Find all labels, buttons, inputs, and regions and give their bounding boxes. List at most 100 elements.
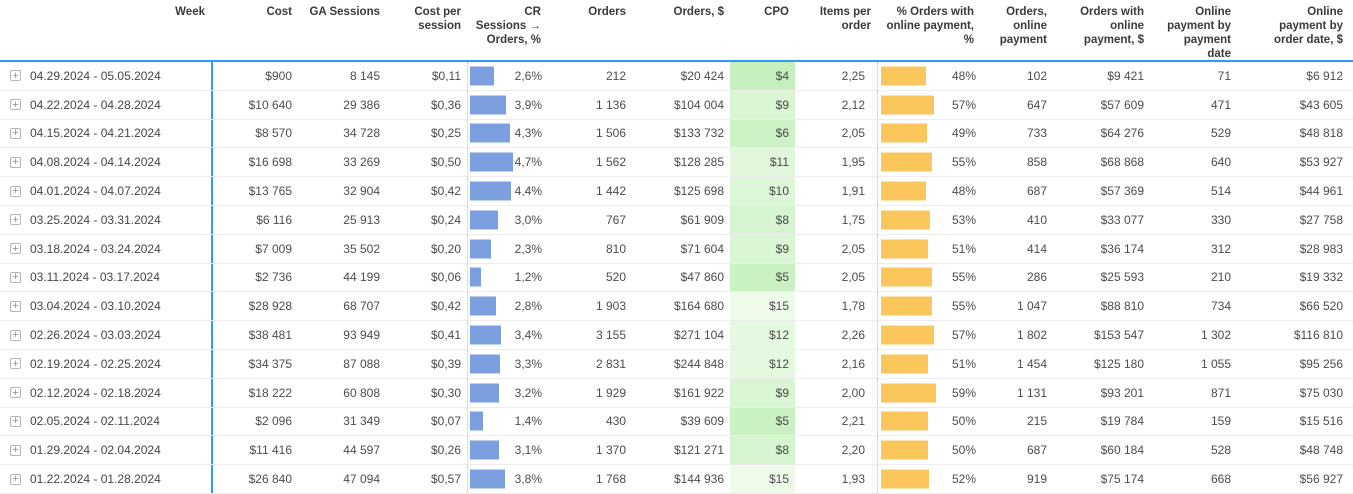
online-payment-bar bbox=[881, 95, 934, 115]
online-pct-label: 53% bbox=[951, 212, 976, 227]
cell-online_by_payment_date: 528 bbox=[1210, 443, 1231, 458]
cell-week: +04.29.2024 - 05.05.2024 bbox=[0, 62, 213, 90]
cell-week: +03.18.2024 - 03.24.2024 bbox=[0, 234, 213, 263]
cr-bar bbox=[470, 123, 510, 143]
cell-orders_usd: $161 922 bbox=[673, 385, 724, 400]
table-row[interactable]: +04.08.2024 - 04.14.2024 $16 698 33 269 $0,… bbox=[0, 148, 1353, 178]
cell-ga_sessions: 34 728 bbox=[343, 126, 380, 141]
cell-orders: 1 929 bbox=[595, 385, 626, 400]
header-row: Week Cost GA Sessions Cost per session CR Se… bbox=[0, 0, 1353, 62]
cr-bar bbox=[470, 383, 500, 403]
expand-button[interactable]: + bbox=[10, 358, 21, 370]
cell-orders_online_usd: $88 810 bbox=[1100, 299, 1144, 314]
cell-pct_online: 51% bbox=[877, 234, 980, 263]
col-header-orders_online[interactable]: Orders, online payment bbox=[999, 6, 1047, 47]
col-header-online_by_payment_date[interactable]: Online payment by payment date bbox=[1167, 6, 1231, 61]
cell-online_by_payment_date: 514 bbox=[1210, 184, 1231, 199]
cell-cost_per_session: $0,39 bbox=[430, 356, 461, 371]
cell-cost: $34 375 bbox=[248, 356, 292, 371]
cell-cost: $7 009 bbox=[255, 241, 292, 256]
week-label: 03.11.2024 - 03.17.2024 bbox=[30, 270, 160, 285]
expand-button[interactable]: + bbox=[10, 185, 21, 197]
online-payment-bar bbox=[881, 123, 927, 143]
cell-cost_per_session: $0,42 bbox=[430, 299, 461, 314]
cell-cost_per_session: $0,20 bbox=[430, 241, 461, 256]
cell-cpo: $9 bbox=[730, 234, 795, 263]
cr-value-label: 4,7% bbox=[514, 155, 542, 170]
expand-button[interactable]: + bbox=[10, 415, 21, 427]
cell-ga_sessions: 44 199 bbox=[343, 270, 380, 285]
col-header-orders[interactable]: Orders bbox=[588, 6, 626, 18]
cell-orders_online: 858 bbox=[1026, 155, 1047, 170]
col-header-items_per_order[interactable]: Items per order bbox=[819, 6, 871, 33]
online-pct-label: 59% bbox=[951, 385, 976, 400]
table-row[interactable]: +04.29.2024 - 05.05.2024 $900 8 145 $0,11 2,… bbox=[0, 62, 1353, 91]
col-header-week[interactable]: Week bbox=[175, 6, 205, 18]
table-row[interactable]: +01.22.2024 - 01.28.2024 $26 840 47 094 $0,… bbox=[0, 465, 1353, 494]
cell-pct_online: 57% bbox=[877, 321, 980, 349]
cell-cost: $11 416 bbox=[249, 443, 293, 458]
cell-cost_per_session: $0,30 bbox=[430, 385, 461, 400]
cell-orders: 767 bbox=[605, 212, 626, 227]
cr-value-label: 3,2% bbox=[514, 385, 542, 400]
cell-cpo: $5 bbox=[730, 263, 795, 292]
cr-bar bbox=[470, 210, 498, 230]
col-header-cost[interactable]: Cost bbox=[266, 6, 292, 18]
cell-orders_online: 1 131 bbox=[1016, 385, 1047, 400]
expand-button[interactable]: + bbox=[10, 243, 21, 255]
expand-button[interactable]: + bbox=[10, 444, 21, 456]
table-row[interactable]: +02.12.2024 - 02.18.2024 $18 222 60 808 $0,… bbox=[0, 378, 1353, 408]
col-header-online_by_order_date_usd[interactable]: Online payment by order date, $ bbox=[1273, 6, 1343, 47]
expand-button[interactable]: + bbox=[10, 329, 21, 341]
expand-button[interactable]: + bbox=[10, 300, 21, 312]
cell-items_per_order: 2,05 bbox=[841, 270, 865, 285]
expand-button[interactable]: + bbox=[10, 387, 21, 399]
table-row[interactable]: +01.29.2024 - 02.04.2024 $11 416 44 597 $0,… bbox=[0, 436, 1353, 466]
cell-cost: $2 096 bbox=[255, 414, 292, 429]
table-row[interactable]: +02.26.2024 - 03.03.2024 $38 481 93 949 $0,… bbox=[0, 321, 1353, 350]
col-header-cr[interactable]: CR Sessions → Orders, % bbox=[475, 6, 541, 47]
expand-button[interactable]: + bbox=[10, 473, 21, 485]
cell-cost: $13 765 bbox=[248, 184, 292, 199]
cell-orders: 1 506 bbox=[595, 126, 626, 141]
col-header-ga_sessions[interactable]: GA Sessions bbox=[309, 6, 380, 18]
col-header-cpo[interactable]: CPO bbox=[764, 6, 789, 18]
cell-cost: $18 222 bbox=[248, 385, 292, 400]
table-row[interactable]: +03.04.2024 - 03.10.2024 $28 928 68 707 $0,… bbox=[0, 292, 1353, 322]
cell-week: +01.22.2024 - 01.28.2024 bbox=[0, 465, 213, 493]
table-row[interactable]: +04.01.2024 - 04.07.2024 $13 765 32 904 $0,… bbox=[0, 177, 1353, 206]
table-row[interactable]: +02.05.2024 - 02.11.2024 $2 096 31 349 $0,0… bbox=[0, 407, 1353, 437]
cell-cost_per_session: $0,36 bbox=[430, 97, 461, 112]
col-header-cost_per_session[interactable]: Cost per session bbox=[414, 6, 461, 33]
cell-week: +03.11.2024 - 03.17.2024 bbox=[0, 263, 213, 292]
col-header-orders_online_usd[interactable]: Orders with online payment, $ bbox=[1080, 6, 1144, 47]
cell-cost_per_session: $0,11 bbox=[431, 68, 461, 83]
online-pct-label: 48% bbox=[951, 184, 976, 199]
expand-button[interactable]: + bbox=[10, 214, 21, 226]
table-row[interactable]: +03.18.2024 - 03.24.2024 $7 009 35 502 $0,2… bbox=[0, 234, 1353, 264]
expand-button[interactable]: + bbox=[10, 127, 21, 139]
col-header-orders_usd[interactable]: Orders, $ bbox=[673, 6, 725, 18]
expand-button[interactable]: + bbox=[10, 156, 21, 168]
table-row[interactable]: +04.15.2024 - 04.21.2024 $8 570 34 728 $0,2… bbox=[0, 119, 1353, 149]
table-row[interactable]: +03.11.2024 - 03.17.2024 $2 736 44 199 $0,0… bbox=[0, 263, 1353, 293]
cell-orders_online_usd: $125 180 bbox=[1093, 356, 1144, 371]
table-row[interactable]: +02.19.2024 - 02.25.2024 $34 375 87 088 $0,… bbox=[0, 349, 1353, 379]
cell-orders_usd: $20 424 bbox=[680, 68, 724, 83]
cell-items_per_order: 2,20 bbox=[841, 443, 865, 458]
table-row[interactable]: +03.25.2024 - 03.31.2024 $6 116 25 913 $0,2… bbox=[0, 205, 1353, 235]
table-row[interactable]: +04.22.2024 - 04.28.2024 $10 640 29 386 $0,… bbox=[0, 90, 1353, 120]
online-payment-bar bbox=[881, 383, 936, 403]
expand-button[interactable]: + bbox=[10, 271, 21, 283]
cell-cr: 4,7% bbox=[467, 148, 547, 177]
cell-orders: 1 136 bbox=[595, 97, 626, 112]
expand-button[interactable]: + bbox=[10, 99, 21, 111]
cell-online_by_payment_date: 330 bbox=[1210, 212, 1231, 227]
cell-ga_sessions: 31 349 bbox=[343, 414, 380, 429]
col-header-pct_online[interactable]: % Orders with online payment, % bbox=[886, 6, 974, 47]
week-label: 03.25.2024 - 03.31.2024 bbox=[30, 212, 161, 227]
cell-cr: 2,6% bbox=[467, 62, 547, 90]
cr-value-label: 2,6% bbox=[514, 68, 542, 83]
expand-button[interactable]: + bbox=[10, 70, 21, 82]
